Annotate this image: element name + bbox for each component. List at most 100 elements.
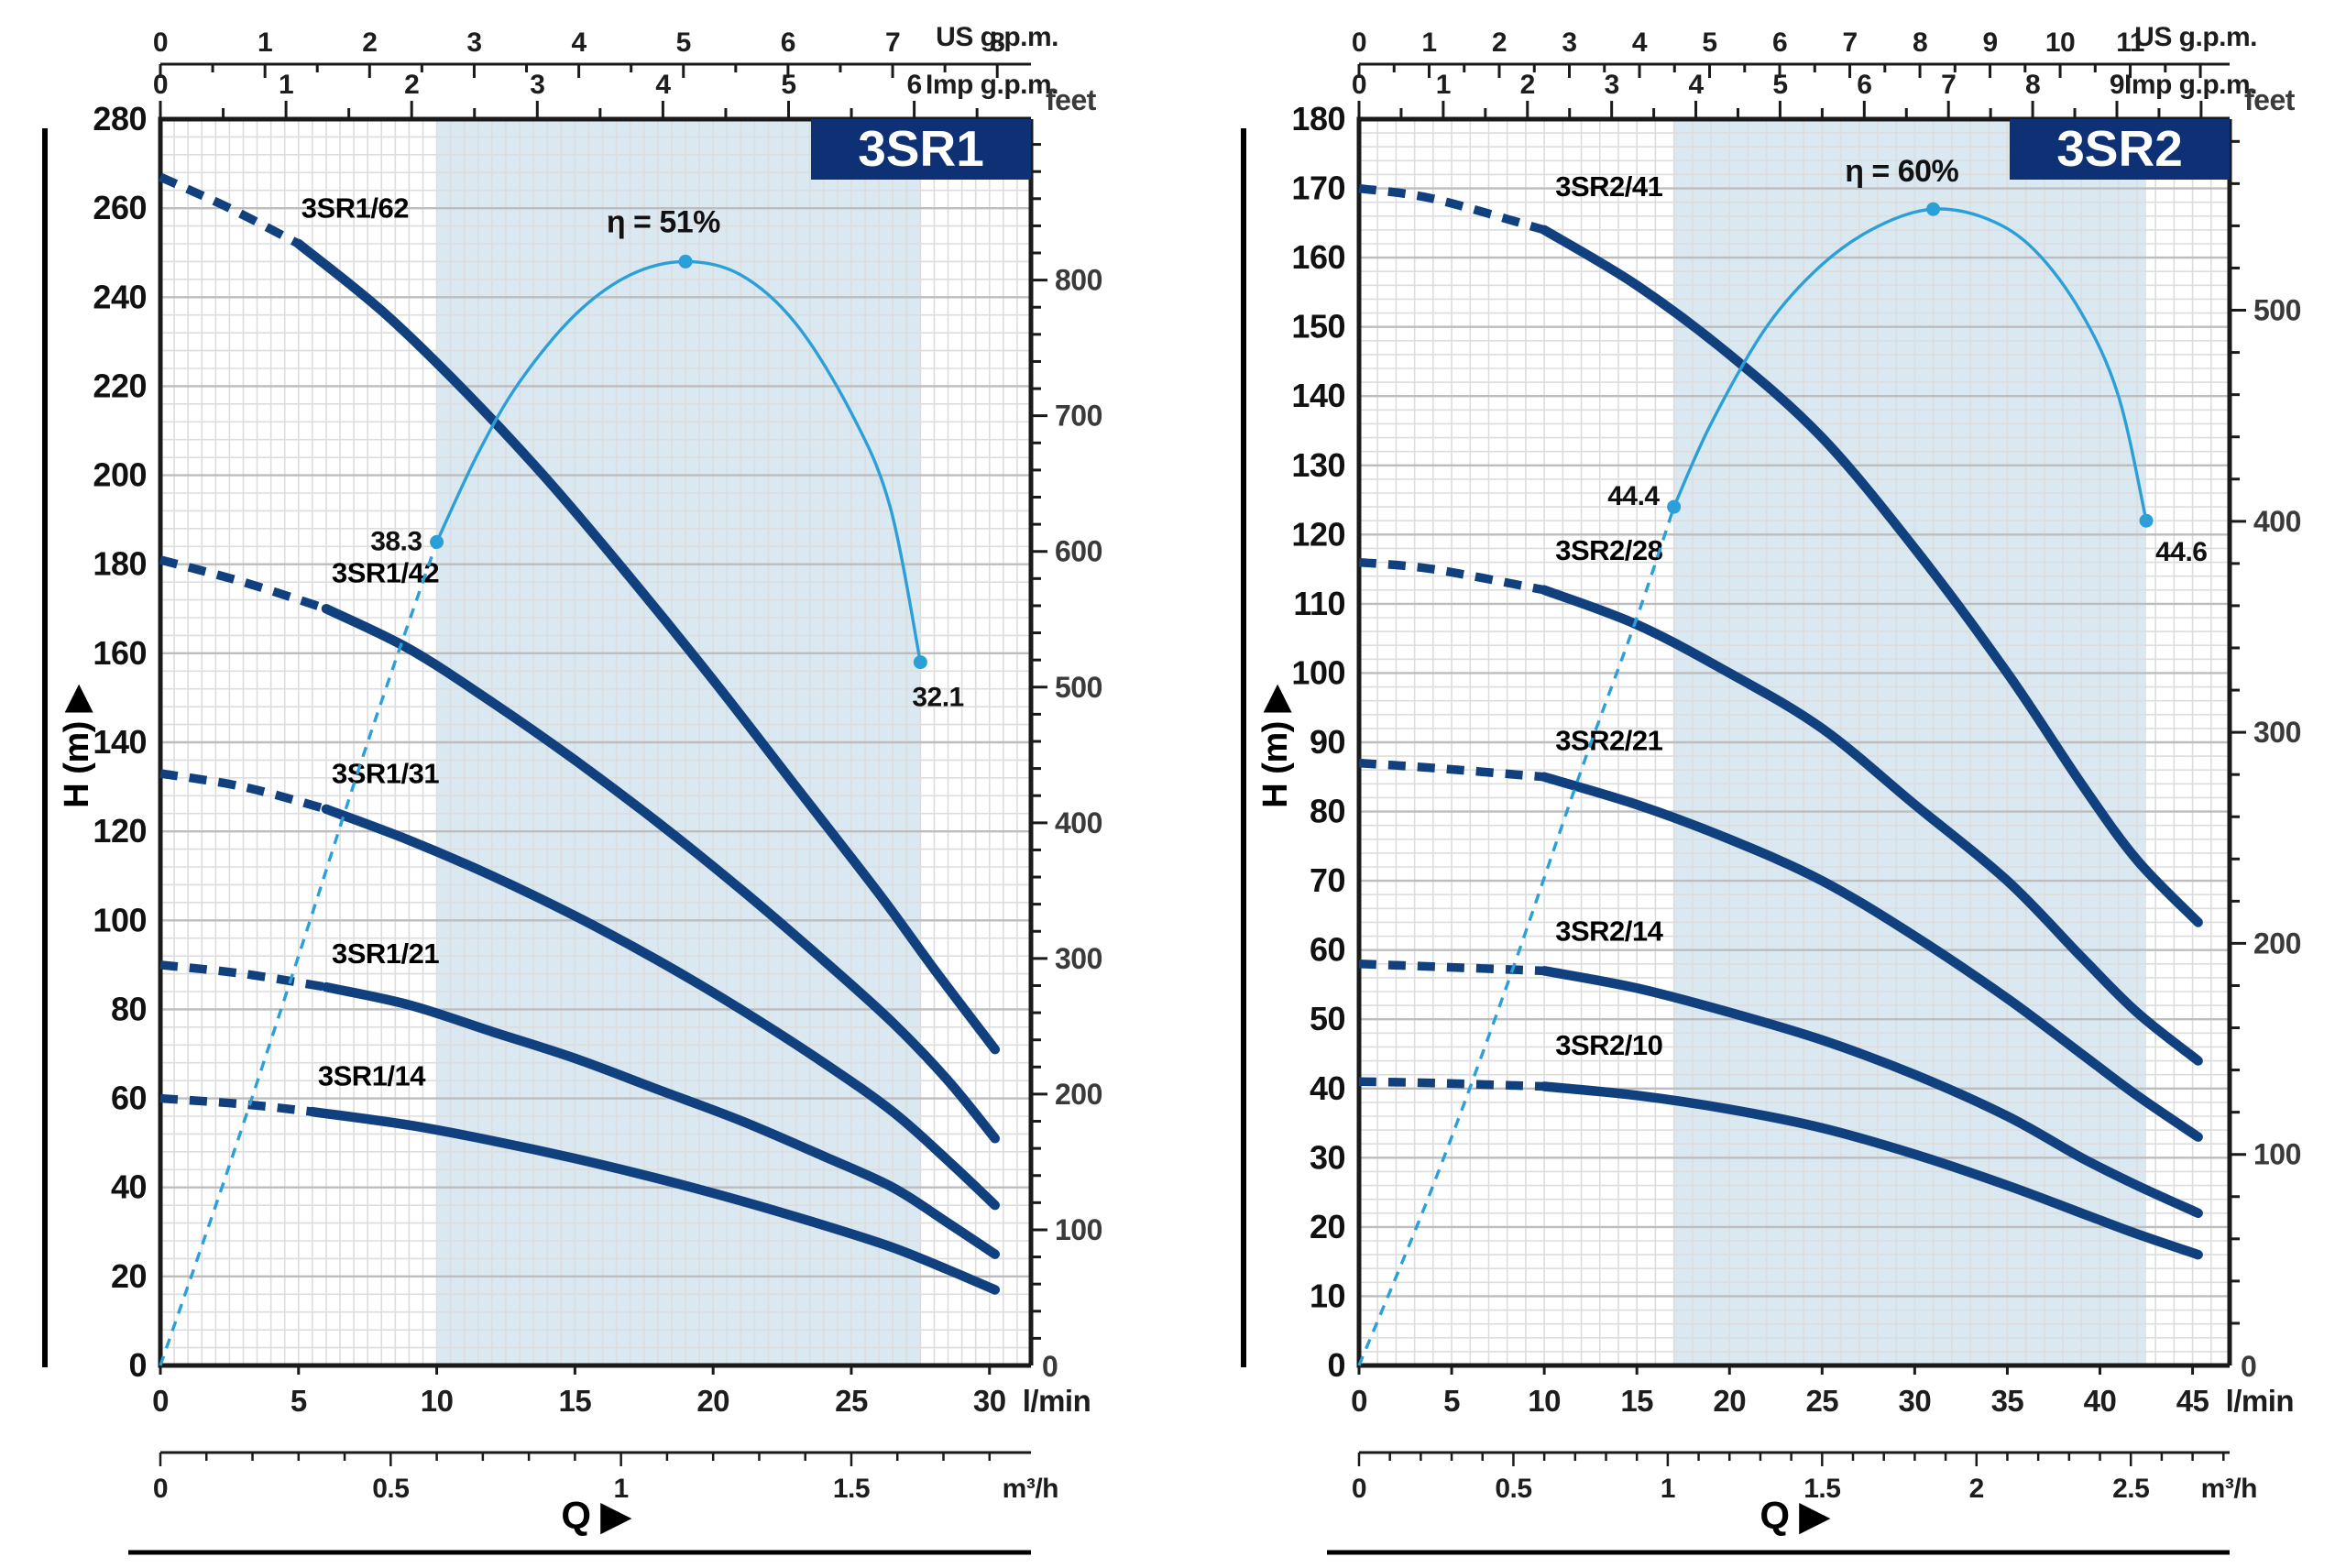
m3h-axis: 0 0.5 1 1.5 2 2.5 m³/h	[1352, 1451, 2258, 1504]
svg-text:0: 0	[153, 27, 168, 58]
head-curves: 3SR1/62 3SR1/42 3SR1/31 3SR1/21 3SR1/14	[159, 172, 1001, 1295]
svg-text:10: 10	[1528, 1384, 1561, 1418]
svg-text:5: 5	[1702, 27, 1716, 58]
svg-text:Imp g.p.m.: Imp g.p.m.	[2124, 70, 2257, 100]
svg-text:0.5: 0.5	[372, 1474, 409, 1504]
svg-text:90: 90	[1310, 723, 1345, 761]
efficiency-marker	[2139, 513, 2154, 528]
svg-text:600: 600	[1055, 535, 1102, 568]
svg-text:8: 8	[2025, 70, 2040, 100]
svg-text:1: 1	[1661, 1474, 1675, 1504]
curve-label-3sr2-28: 3SR2/28	[1555, 534, 1662, 566]
curve-label-3sr2-41: 3SR2/41	[1555, 170, 1662, 203]
svg-text:30: 30	[1310, 1138, 1345, 1176]
svg-text:20: 20	[1310, 1208, 1345, 1245]
efficiency-value-label: η = 60%	[1845, 154, 1958, 189]
svg-text:6: 6	[907, 70, 922, 100]
svg-text:5: 5	[1772, 70, 1787, 100]
efficiency-marker	[678, 254, 693, 269]
svg-text:220: 220	[93, 367, 147, 404]
curve-label-3sr1-42: 3SR1/42	[332, 557, 439, 589]
svg-text:1: 1	[279, 70, 293, 100]
lmin-axis: 0 5 10 15 20 25 30 l/min	[152, 1365, 1091, 1418]
svg-text:3: 3	[1605, 70, 1619, 100]
svg-text:100: 100	[1055, 1213, 1102, 1246]
svg-text:1: 1	[614, 1474, 629, 1504]
chart-svg-3sr1: 0 1 2 3 4 5 6 7 8US g.p.m.0 1 2 3 4 5 6 Imp g.p.m.02040…	[42, 22, 1102, 1555]
svg-text:2: 2	[1969, 1474, 1984, 1504]
svg-text:7: 7	[1941, 70, 1956, 100]
svg-text:4: 4	[655, 70, 671, 100]
curve-dashed-3sr1-31	[159, 769, 328, 814]
svg-text:4: 4	[572, 27, 587, 58]
svg-text:100: 100	[2253, 1138, 2301, 1171]
efficiency-curve: 44.4 η = 60% 44.6	[1357, 154, 2208, 1366]
svg-text:m³/h: m³/h	[2201, 1474, 2257, 1504]
curve-dashed-3sr1-21	[159, 960, 327, 992]
svg-text:feet: feet	[2244, 83, 2296, 116]
svg-text:120: 120	[93, 812, 147, 850]
curve-3sr2-14	[1539, 966, 2203, 1219]
svg-text:200: 200	[1055, 1078, 1102, 1111]
svg-text:45: 45	[2176, 1384, 2209, 1418]
efficiency-value-label: 44.4	[1607, 481, 1660, 511]
efficiency-value-label: 38.3	[370, 526, 422, 556]
svg-text:7: 7	[1842, 27, 1857, 58]
efficiency-marker	[1667, 499, 1682, 514]
svg-text:Imp g.p.m.: Imp g.p.m.	[926, 70, 1058, 100]
svg-text:4: 4	[1688, 70, 1704, 100]
svg-text:6: 6	[781, 27, 795, 58]
curve-3sr1-31	[321, 804, 1001, 1211]
svg-text:100: 100	[93, 901, 147, 938]
svg-text:25: 25	[1805, 1384, 1838, 1418]
svg-text:120: 120	[1291, 515, 1345, 553]
us-gpm-axis: 0 1 2 3 4 5 6 7 8US g.p.m.	[153, 22, 1059, 78]
svg-text:30: 30	[1899, 1384, 1932, 1418]
svg-text:0: 0	[1352, 1474, 1366, 1504]
svg-text:7: 7	[885, 27, 900, 58]
efficiency-value-label: 32.1	[912, 683, 963, 713]
svg-text:20: 20	[696, 1384, 729, 1418]
svg-text:9: 9	[1982, 27, 1997, 58]
svg-text:130: 130	[1291, 446, 1345, 484]
svg-text:0.5: 0.5	[1495, 1474, 1531, 1504]
curve-3sr2-28	[1539, 585, 2203, 1066]
svg-text:10: 10	[1310, 1277, 1345, 1314]
curve-3sr1-14	[307, 1106, 1001, 1295]
svg-text:70: 70	[1310, 861, 1345, 899]
svg-text:feet: feet	[1046, 83, 1097, 116]
svg-text:500: 500	[1055, 671, 1102, 704]
svg-text:l/min: l/min	[2226, 1384, 2295, 1418]
curve-label-3sr2-14: 3SR2/14	[1555, 915, 1663, 947]
efficiency-marker	[1926, 202, 1941, 216]
h-axis-bar	[42, 128, 48, 1367]
grid	[160, 119, 1031, 1365]
svg-text:3: 3	[1562, 27, 1576, 58]
svg-text:180: 180	[93, 545, 147, 583]
svg-text:6: 6	[1857, 70, 1871, 100]
svg-text:0: 0	[153, 70, 168, 100]
svg-text:US g.p.m.: US g.p.m.	[2134, 22, 2257, 52]
imp-gpm-axis: 0 1 2 3 4 5 6 7 8 9 Imp g.p.m.	[1352, 70, 2258, 119]
svg-text:40: 40	[111, 1168, 147, 1206]
q-axis-label: Q ▶	[1760, 1494, 1830, 1537]
svg-text:6: 6	[1772, 27, 1787, 58]
curve-3sr1-42	[321, 604, 1001, 1144]
svg-text:280: 280	[93, 100, 147, 137]
h-axis: 0 10 20 30 40 50 60 70 80 90 100 110 120 130 140 150 160…	[1291, 100, 1345, 1384]
svg-text:240: 240	[93, 278, 147, 315]
svg-text:2: 2	[1492, 27, 1507, 58]
svg-text:5: 5	[676, 27, 691, 58]
svg-text:20: 20	[111, 1257, 147, 1295]
curve-3sr1-62	[293, 238, 1001, 1055]
svg-text:8: 8	[990, 27, 1004, 58]
svg-text:5: 5	[781, 70, 795, 100]
svg-text:2: 2	[362, 27, 377, 58]
svg-text:0: 0	[1352, 70, 1366, 100]
svg-text:110: 110	[1293, 585, 1345, 622]
svg-text:200: 200	[93, 456, 147, 494]
svg-text:800: 800	[1055, 264, 1102, 297]
efficiency-marker	[913, 655, 927, 670]
